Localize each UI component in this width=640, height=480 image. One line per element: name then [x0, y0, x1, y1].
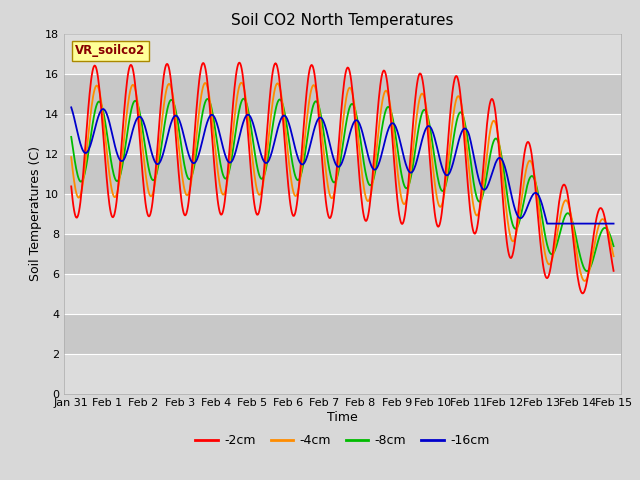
Title: Soil CO2 North Temperatures: Soil CO2 North Temperatures [231, 13, 454, 28]
Legend: -2cm, -4cm, -8cm, -16cm: -2cm, -4cm, -8cm, -16cm [191, 429, 494, 452]
Bar [64, 154, 621, 193]
Bar [64, 73, 621, 114]
Bar [64, 234, 621, 274]
X-axis label: Time: Time [327, 411, 358, 424]
Y-axis label: Soil Temperatures (C): Soil Temperatures (C) [29, 146, 42, 281]
Bar [64, 354, 621, 394]
Bar [64, 114, 621, 154]
Bar [64, 313, 621, 354]
Bar [64, 274, 621, 313]
Text: VR_soilco2: VR_soilco2 [75, 44, 145, 58]
Bar [64, 193, 621, 234]
Bar [64, 34, 621, 73]
